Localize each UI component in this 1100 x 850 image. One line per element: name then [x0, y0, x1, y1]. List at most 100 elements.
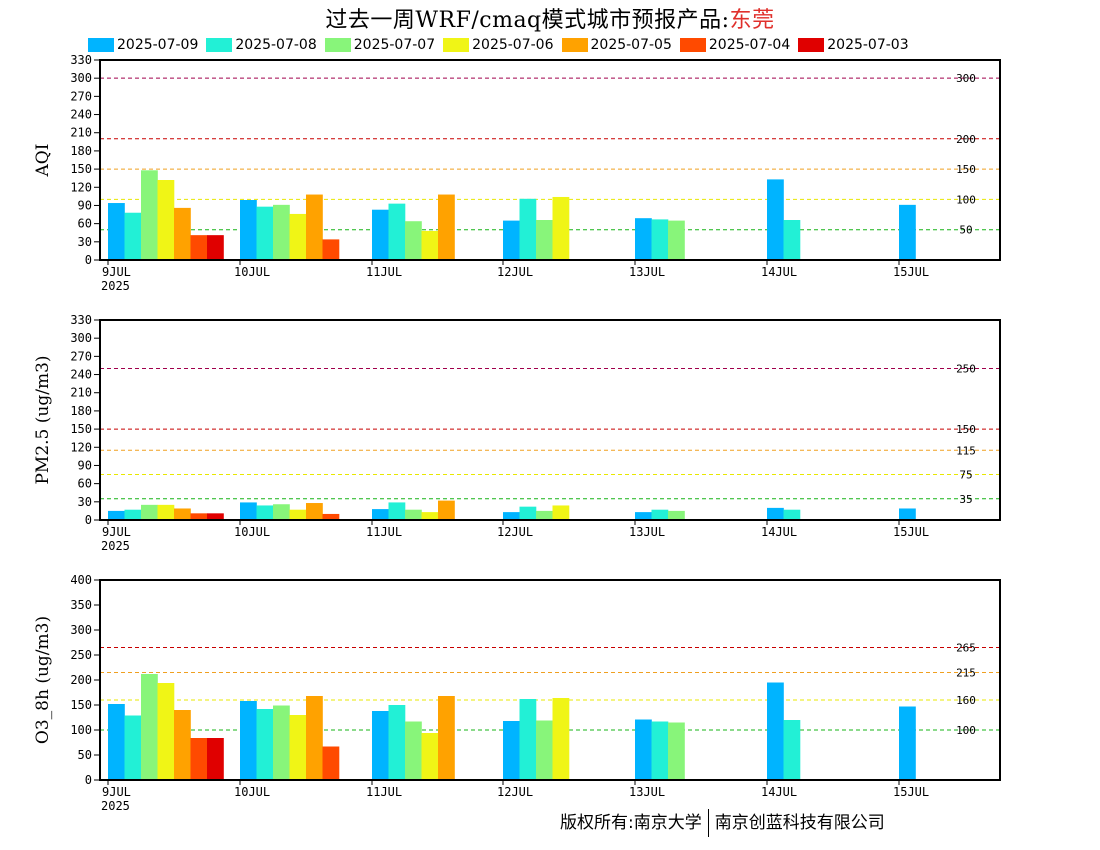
y-tick-label: 240 [70, 108, 92, 122]
bar [767, 682, 784, 780]
bar [289, 715, 307, 780]
bar [157, 504, 175, 520]
bar [256, 709, 274, 780]
x-year-label: 2025 [101, 539, 130, 553]
bar [306, 194, 323, 260]
y-tick-label: 270 [70, 349, 92, 363]
reference-label: 50 [959, 224, 972, 237]
y-tick-label: 30 [78, 495, 92, 509]
x-tick-label: 14JUL [761, 265, 797, 279]
reference-label: 115 [956, 444, 976, 457]
bar [141, 170, 158, 260]
bar [174, 710, 191, 780]
chart-title: 过去一周WRF/cmaq模式城市预报产品:东莞 [0, 2, 1100, 34]
legend-swatch [679, 38, 706, 52]
bar [190, 738, 208, 780]
reference-label: 160 [956, 694, 976, 707]
bar [174, 508, 191, 520]
copyright-left: 版权所有:南京大学 [560, 813, 702, 833]
x-tick-label: 11JUL [366, 525, 402, 539]
bar [536, 510, 553, 520]
bar [388, 203, 406, 260]
y-axis-label: PM2.5 (ug/m3) [33, 355, 53, 484]
legend-item-2025-07-05: 2025-07-05 [561, 36, 672, 54]
copyright-right: 南京创蓝科技有限公司 [714, 813, 885, 833]
y-tick-label: 240 [70, 368, 92, 382]
y-tick-label: 60 [78, 477, 92, 491]
bar [141, 674, 158, 780]
x-tick-label: 9JUL [102, 785, 131, 799]
legend: 2025-07-09 2025-07-08 2025-07-07 2025-07-06… [88, 36, 909, 54]
title-prefix: 过去一周WRF/cmaq模式城市预报产品: [325, 8, 730, 33]
bar [372, 711, 389, 780]
legend-swatch [324, 38, 351, 52]
bar [651, 509, 669, 520]
x-tick-label: 11JUL [366, 785, 402, 799]
bar [635, 512, 652, 520]
legend-item-2025-07-09: 2025-07-09 [88, 36, 198, 54]
plot-frame [99, 319, 1001, 521]
bar [240, 502, 257, 520]
y-tick-label: 0 [85, 773, 92, 787]
bar [405, 509, 422, 520]
reference-label: 265 [956, 642, 976, 655]
legend-swatch [561, 38, 588, 52]
x-tick-label: 10JUL [234, 785, 270, 799]
y-tick-label: 90 [78, 198, 92, 212]
bar [322, 239, 340, 260]
legend-item-2025-07-07: 2025-07-07 [324, 36, 435, 54]
y-tick-label: 330 [70, 53, 92, 67]
reference-label: 35 [959, 493, 972, 506]
legend-label: 2025-07-08 [235, 37, 317, 53]
legend-label: 2025-07-05 [590, 37, 672, 53]
x-year-label: 2025 [101, 279, 130, 293]
bar [388, 502, 406, 520]
reference-label: 100 [956, 724, 976, 737]
legend-swatch [206, 38, 233, 52]
bar [273, 204, 290, 260]
y-tick-label: 60 [78, 217, 92, 231]
bar [552, 505, 570, 520]
legend-label: 2025-07-03 [827, 37, 909, 53]
bar [306, 503, 323, 520]
bar [207, 513, 224, 520]
bar [273, 504, 290, 520]
bar [124, 715, 142, 780]
bar [899, 508, 916, 520]
bar [289, 509, 307, 520]
bar [635, 719, 652, 780]
x-tick-label: 15JUL [893, 525, 929, 539]
legend-item-2025-07-04: 2025-07-04 [679, 36, 790, 54]
y-tick-label: 250 [70, 648, 92, 662]
bar [783, 509, 801, 520]
legend-item-2025-07-06: 2025-07-06 [443, 36, 554, 54]
reference-label: 150 [956, 423, 976, 436]
footer-separator [707, 809, 709, 837]
x-tick-label: 13JUL [629, 785, 665, 799]
bar [519, 699, 537, 780]
bar [635, 218, 652, 260]
bar [767, 507, 784, 520]
y-tick-label: 0 [85, 513, 92, 527]
legend-swatch [88, 38, 114, 52]
copyright-footer: 版权所有:南京大学 南京创蓝科技有限公司 [560, 808, 885, 837]
bar [207, 235, 224, 260]
bar [767, 179, 784, 260]
bar [124, 212, 142, 260]
bar [108, 203, 125, 260]
y-tick-label: 300 [70, 331, 92, 345]
y-tick-label: 400 [70, 573, 92, 587]
bar [519, 198, 537, 260]
bar [240, 701, 257, 780]
y-tick-label: 200 [70, 673, 92, 687]
y-tick-label: 100 [70, 723, 92, 737]
bar [108, 510, 125, 520]
plot-frame [99, 59, 1001, 261]
bar [190, 513, 208, 520]
y-tick-label: 210 [70, 126, 92, 140]
x-tick-label: 14JUL [761, 785, 797, 799]
bar [519, 506, 537, 520]
y-tick-label: 180 [70, 404, 92, 418]
x-tick-label: 12JUL [497, 785, 533, 799]
legend-item-2025-07-08: 2025-07-08 [206, 36, 317, 54]
